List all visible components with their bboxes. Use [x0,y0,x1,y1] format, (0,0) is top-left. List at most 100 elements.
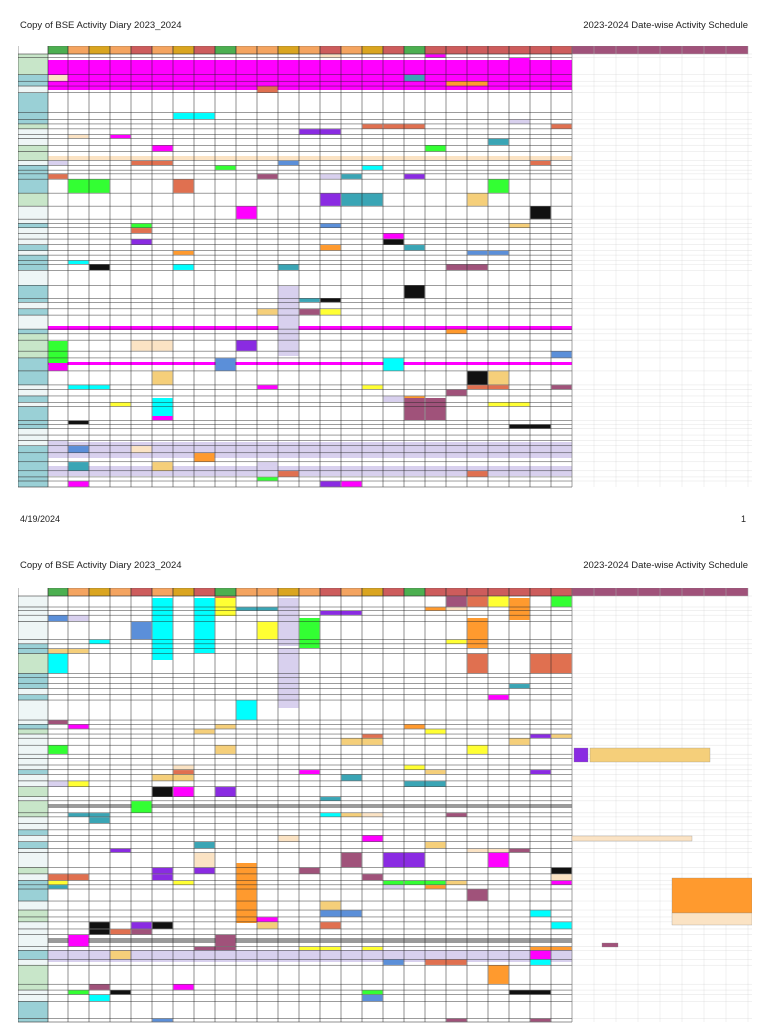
header-cell [235,588,258,597]
header-cell [47,588,69,597]
header-cell [487,46,510,55]
header-cell [659,46,683,55]
activity-cell [320,54,341,58]
activity-cell [425,842,446,849]
date-cell [18,835,49,842]
activity-cell [173,179,194,193]
date-cell [18,328,49,334]
date-cell [18,965,49,985]
activity-cell [425,145,446,152]
activity-cell [530,770,551,775]
activity-cell [404,245,425,251]
activity-cell [299,298,320,302]
activity-cell [131,223,152,228]
header-cell [88,588,111,597]
activity-cell [509,738,530,745]
header-cell [637,588,661,597]
header-cell [298,46,321,55]
date-cell [18,238,49,245]
activity-cell [152,145,173,152]
header-cell [361,588,384,597]
date-cell [18,74,49,82]
date-cell [18,909,49,918]
activity-cell [48,649,89,654]
activity-cell [530,160,551,166]
activity-cell [425,770,446,775]
activity-cell [48,653,68,674]
header-cell [47,46,69,55]
date-cell [18,848,49,853]
activity-cell [48,745,68,754]
event-band [48,326,572,330]
activity-cell [362,734,383,738]
activity-cell [89,994,110,1002]
activity-cell [488,179,509,193]
header-cell [172,588,195,597]
date-cell [18,769,49,775]
activity-cell [68,990,89,995]
activity-cell [404,75,425,81]
activity-cell [152,598,173,660]
event-band [48,156,572,160]
activity-cell [446,596,467,607]
date-cell [18,780,49,787]
activity-cell [488,596,509,607]
date-cell [18,406,49,421]
header-cell [424,588,447,597]
activity-cell [362,813,383,817]
activity-cell [257,621,278,640]
activity-cell [68,462,89,471]
activity-cell [425,54,446,58]
date-cell [18,959,49,966]
date-cell [18,994,49,1002]
activity-cell [383,880,404,885]
date-cell [18,340,49,352]
activity-cell [571,835,693,842]
activity-cell [215,165,236,170]
activity-cell [320,245,341,251]
header-cell [593,46,617,55]
date-cell [18,724,49,730]
activity-cell [257,462,278,471]
activity-cell [425,607,446,611]
date-cell [18,170,49,174]
date-cell [18,921,49,930]
date-cell [18,440,49,446]
activity-cell [278,264,299,270]
activity-cell [194,852,215,868]
date-cell [18,434,49,441]
header-cell [214,588,237,597]
activity-cell [362,835,383,842]
date-cell [18,145,49,152]
activity-cell [467,371,488,385]
event-band [48,60,572,90]
document-page-1: Copy of BSE Activity Diary 2023_2024 202… [18,20,752,524]
activity-cell [467,596,488,607]
activity-cell [425,885,446,889]
date-cell [18,796,49,801]
activity-cell [551,880,572,885]
activity-cell [257,922,278,929]
activity-cell [551,874,572,881]
header-cell [508,46,531,55]
header-cell [382,46,405,55]
header-cell [361,46,384,55]
activity-cell [551,385,572,390]
date-cell [18,928,49,935]
header-cell [130,588,153,597]
date-cell [18,254,49,261]
header-cell [508,588,531,597]
activity-cell [671,912,752,926]
activity-cell [48,341,68,363]
activity-cell [467,471,488,477]
header-cell [445,46,468,55]
activity-cell [530,734,551,738]
activity-cell [110,134,131,139]
activity-cell [467,889,488,901]
activity-cell [530,950,551,960]
activity-cell [89,922,110,929]
header-cell [319,46,342,55]
header-cell [340,588,363,597]
activity-cell [320,309,341,315]
date-cell [18,206,49,220]
